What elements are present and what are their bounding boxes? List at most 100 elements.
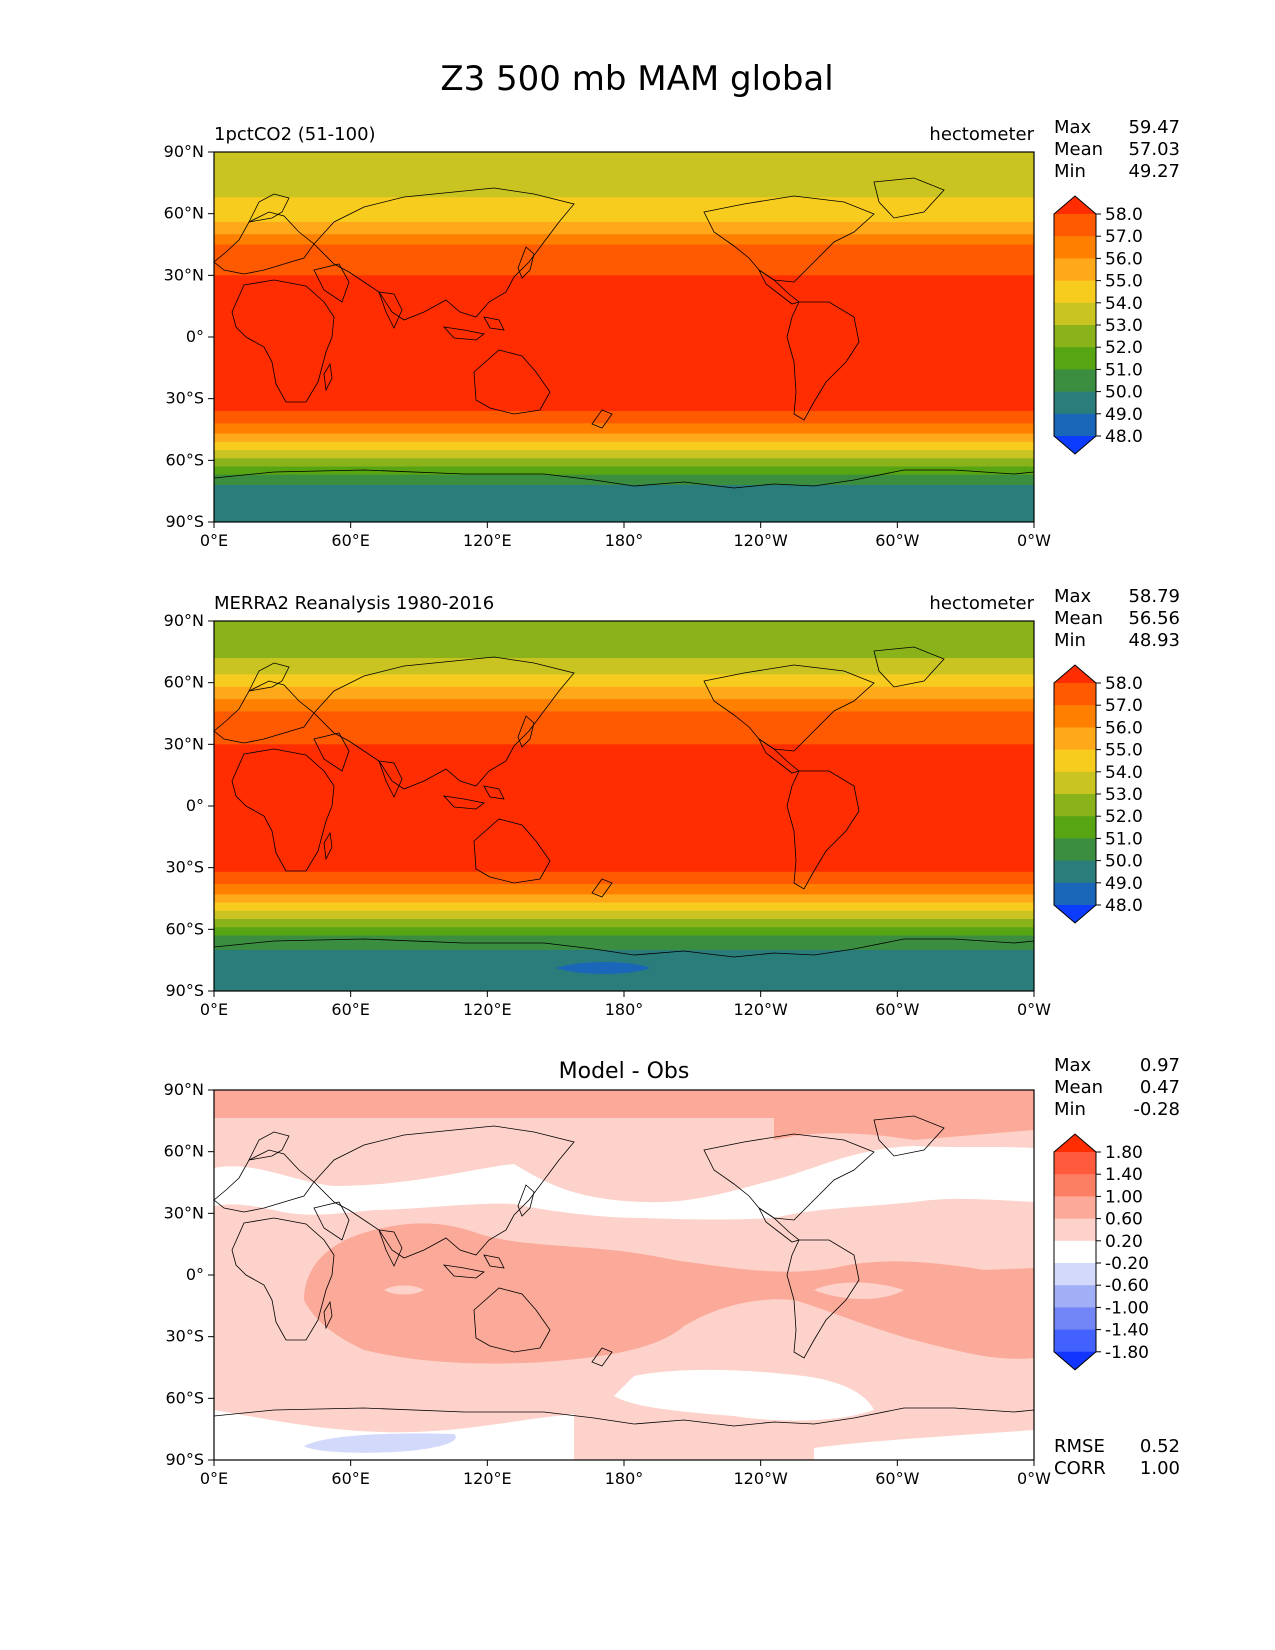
panel-units: hectometer [929, 124, 1034, 145]
colorbar-label: 52.0 [1105, 338, 1143, 358]
x-tick-label: 0°W [1017, 1469, 1051, 1488]
corr-label: CORR [1054, 1458, 1106, 1479]
colorbar-label: 50.0 [1105, 383, 1143, 403]
colorbar-segment [1054, 882, 1096, 906]
stat-value: 56.56 [1128, 608, 1180, 629]
stat-value: 0.47 [1140, 1077, 1180, 1098]
x-tick-label: 120°E [463, 1469, 512, 1488]
colorbar-segment [1054, 1263, 1096, 1286]
figure-title: Z3 500 mb MAM global [440, 59, 833, 99]
contour-band [214, 197, 1034, 211]
contour-band [214, 902, 1034, 912]
contour-band [214, 910, 1034, 920]
contour-band [214, 221, 1034, 235]
y-tick-label: 60°N [164, 673, 204, 692]
colorbar-label: 53.0 [1105, 316, 1143, 336]
stat-label: Mean [1054, 608, 1103, 629]
y-axis-ticks-0: 90°N 60°N 30°N 0° 30°S 60°S 90°S [164, 142, 214, 531]
colorbar-segment [1054, 794, 1096, 817]
x-tick-label: 60°E [331, 1000, 369, 1019]
colorbar-segment [1054, 413, 1096, 437]
y-tick-label: 30°N [164, 1203, 204, 1222]
colorbar-0: 58.057.056.0 55.054.053.052.051.0 50.049.0… [1053, 195, 1143, 455]
colorbar-segment [1054, 258, 1096, 282]
x-axis-ticks-1: 0°E 60°E 120°E 180° 120°W 60°W 0°W [200, 991, 1051, 1019]
y-tick-label: 90°S [165, 1450, 204, 1469]
colorbar-label: 54.0 [1105, 294, 1143, 314]
colorbar-extend-min [1054, 436, 1096, 454]
x-tick-label: 180° [605, 1469, 644, 1488]
x-tick-label: 60°E [331, 531, 369, 550]
panel-units: hectometer [929, 593, 1034, 614]
colorbar-label: 49.0 [1105, 874, 1143, 894]
colorbar-segment [1054, 1152, 1096, 1175]
colorbar-extend-max [1054, 665, 1096, 683]
colorbar-segment [1054, 1174, 1096, 1197]
skill-stats: RMSE 0.52 CORR 1.00 [1054, 1436, 1180, 1479]
stat-value: 59.47 [1128, 117, 1180, 138]
stat-value: 49.27 [1128, 161, 1180, 182]
colorbar-label: -1.00 [1105, 1298, 1149, 1318]
y-tick-label: 0° [186, 796, 204, 815]
y-tick-label: 30°S [165, 1327, 204, 1346]
low-height-patch [556, 962, 650, 974]
x-tick-label: 0°E [200, 1469, 228, 1488]
contour-band [214, 234, 1034, 246]
colorbar-segment [1054, 705, 1096, 728]
contour-band [214, 919, 1034, 928]
colorbar-segment [1054, 838, 1096, 862]
x-tick-label: 180° [605, 1000, 644, 1019]
y-tick-label: 0° [186, 1265, 204, 1284]
rmse-value: 0.52 [1140, 1436, 1180, 1457]
x-tick-label: 0°E [200, 1000, 228, 1019]
colorbar-label: 1.80 [1105, 1143, 1143, 1163]
stat-label: Mean [1054, 1077, 1103, 1098]
colorbar-label: 58.0 [1105, 674, 1143, 694]
colorbar-label: 52.0 [1105, 807, 1143, 827]
contour-band [214, 450, 1034, 459]
colorbar-segment [1054, 236, 1096, 259]
contour-band [214, 458, 1034, 468]
panel-title-center: Model - Obs [559, 1059, 690, 1084]
colorbar-segment [1054, 325, 1096, 348]
contour-band [214, 674, 1034, 688]
colorbar-label: -1.80 [1105, 1343, 1149, 1363]
stat-value: 58.79 [1128, 586, 1180, 607]
contour-band [214, 884, 1034, 895]
y-tick-label: 90°N [164, 611, 204, 630]
corr-value: 1.00 [1140, 1458, 1180, 1479]
y-tick-label: 60°S [165, 1388, 204, 1407]
contour-band [214, 621, 1034, 639]
contour-band [214, 935, 1034, 951]
x-tick-label: 60°E [331, 1469, 369, 1488]
x-tick-label: 120°E [463, 531, 512, 550]
colorbar-segment [1054, 771, 1096, 795]
contour-band [214, 275, 1034, 412]
contour-band [214, 686, 1034, 700]
x-tick-label: 120°W [733, 1000, 788, 1019]
stats-block-0: Max 59.47 Mean 57.03 Min 49.27 [1054, 117, 1180, 182]
colorbar-segment [1054, 214, 1096, 237]
colorbar-label: 56.0 [1105, 249, 1143, 269]
y-tick-label: 90°S [165, 512, 204, 531]
stat-value: 57.03 [1128, 139, 1180, 160]
x-tick-label: 0°E [200, 531, 228, 550]
x-tick-label: 120°E [463, 1000, 512, 1019]
stat-label: Min [1054, 630, 1086, 651]
colorbar-label: -0.60 [1105, 1276, 1149, 1296]
colorbar-segment [1054, 1218, 1096, 1242]
contour-band [214, 152, 1034, 178]
panel-title-left: 1pctCO2 (51-100) [214, 124, 376, 145]
contour-band [214, 699, 1034, 713]
stats-block-2: Max 0.97 Mean 0.47 Min -0.28 [1054, 1055, 1180, 1120]
y-tick-label: 90°N [164, 1080, 204, 1099]
y-axis-ticks-1: 90°N 60°N 30°N 0° 30°S 60°S 90°S [164, 611, 214, 1000]
colorbar-segment [1054, 816, 1096, 839]
colorbar-segment [1054, 369, 1096, 393]
contour-band [214, 658, 1034, 676]
x-tick-label: 120°W [733, 531, 788, 550]
x-tick-label: 180° [605, 531, 644, 550]
colorbar-segment [1054, 749, 1096, 773]
y-tick-label: 30°S [165, 389, 204, 408]
